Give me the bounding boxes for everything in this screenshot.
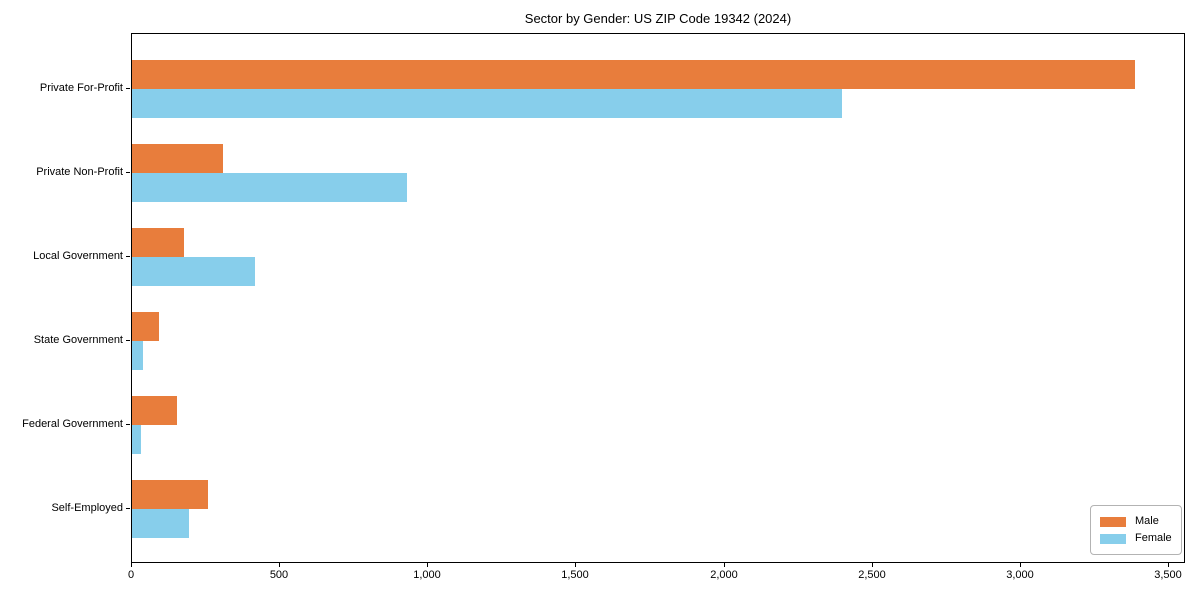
x-axis-tick-label: 1,000: [413, 569, 441, 581]
y-axis-label: Local Government: [33, 250, 123, 262]
x-axis-tick-label: 3,500: [1154, 569, 1182, 581]
y-axis-tick: [126, 172, 130, 173]
x-axis-tick-label: 2,000: [710, 569, 738, 581]
x-axis-tick: [1020, 563, 1021, 567]
y-axis-tick: [126, 508, 130, 509]
bar-female-6: [132, 509, 189, 538]
x-axis-tick-label: 1,500: [561, 569, 589, 581]
y-axis-label: Private For-Profit: [39, 82, 123, 94]
bar-male-3: [132, 228, 184, 257]
plot-area: [131, 33, 1185, 563]
legend: Male Female: [1090, 505, 1182, 555]
legend-entry-female: Female: [1100, 530, 1172, 547]
y-axis-tick: [126, 256, 130, 257]
bar-male-4: [132, 312, 159, 341]
legend-swatch-male: [1100, 516, 1126, 527]
y-axis-tick: [126, 340, 130, 341]
bar-female-1: [132, 89, 842, 118]
y-axis-tick: [126, 88, 130, 89]
legend-label: Male: [1135, 515, 1159, 527]
x-axis-tick-label: 500: [269, 569, 289, 581]
bar-female-2: [132, 173, 407, 202]
x-axis-tick: [1168, 563, 1169, 567]
x-axis-tick: [131, 563, 132, 567]
legend-swatch-female: [1100, 533, 1126, 544]
bar-male-6: [132, 480, 208, 509]
x-axis-tick: [724, 563, 725, 567]
x-axis-tick: [575, 563, 576, 567]
x-axis-tick: [427, 563, 428, 567]
bar-male-5: [132, 396, 177, 425]
y-axis-tick: [126, 424, 130, 425]
chart-title: Sector by Gender: US ZIP Code 19342 (202…: [524, 11, 792, 26]
bar-female-5: [132, 425, 141, 454]
y-axis-label: Private Non-Profit: [36, 166, 123, 178]
bar-female-4: [132, 341, 143, 370]
x-axis-tick: [279, 563, 280, 567]
y-axis-label: Self-Employed: [51, 502, 123, 514]
bar-male-2: [132, 144, 223, 173]
x-axis-tick: [872, 563, 873, 567]
legend-label: Female: [1135, 532, 1172, 544]
y-axis-label: Federal Government: [22, 418, 123, 430]
bar-female-3: [132, 257, 255, 286]
x-axis-tick-label: 2,500: [858, 569, 886, 581]
bar-male-1: [132, 60, 1135, 89]
y-axis-label: State Government: [33, 334, 123, 346]
x-axis-tick-label: 0: [127, 569, 135, 581]
legend-entry-male: Male: [1100, 513, 1172, 530]
x-axis-tick-label: 3,000: [1006, 569, 1034, 581]
